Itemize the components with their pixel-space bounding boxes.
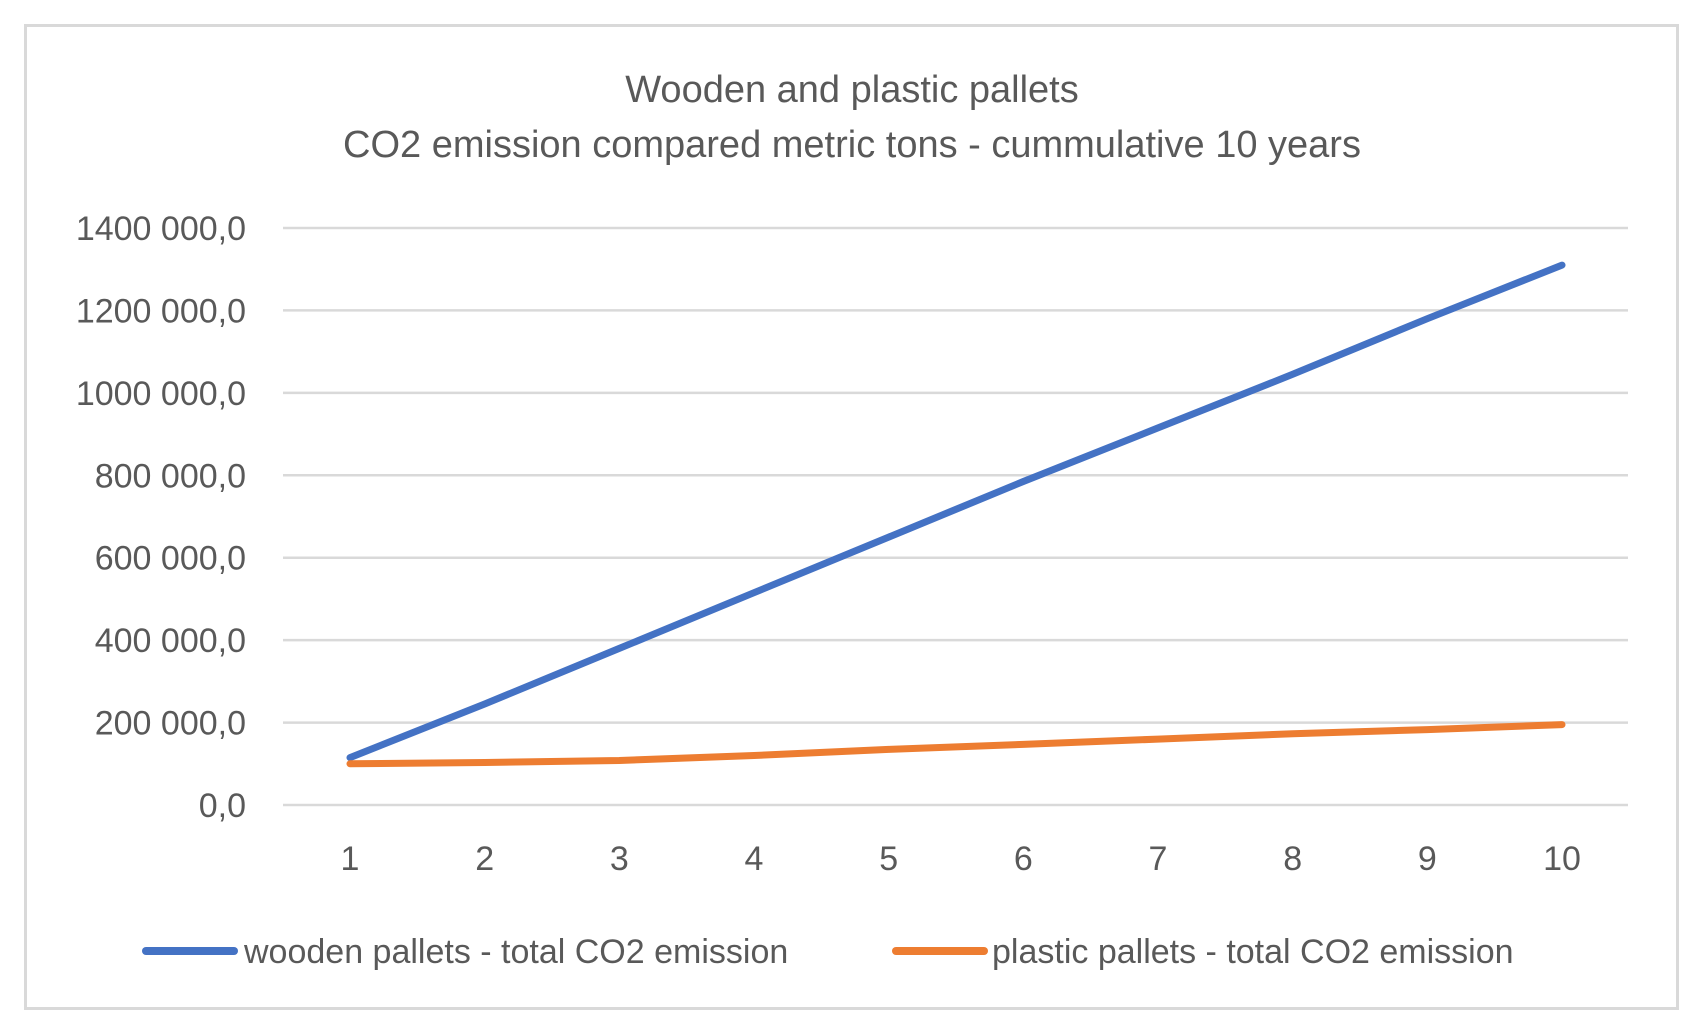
y-tick-label: 1200 000,0: [76, 292, 246, 330]
x-tick-label: 4: [745, 840, 764, 878]
x-tick-label: 3: [610, 840, 629, 878]
y-tick-label: 800 000,0: [95, 457, 246, 495]
y-tick-label: 1400 000,0: [76, 210, 246, 248]
series-line-wooden-pallets: [346, 261, 1566, 762]
legend: wooden pallets - total CO2 emission plast…: [142, 933, 1514, 971]
x-tick-label: 2: [475, 840, 494, 878]
x-tick-label: 9: [1418, 840, 1437, 878]
series-line-plastic-pallets: [346, 721, 1566, 768]
x-tick-label: 10: [1543, 840, 1581, 878]
legend-label: wooden pallets - total CO2 emission: [243, 933, 788, 971]
y-tick-label: 0,0: [199, 787, 246, 825]
chart-title: Wooden and plastic pallets CO2 emission …: [343, 69, 1361, 166]
series-lines: [346, 261, 1566, 768]
y-axis-tick-labels: 0,0 200 000,0 400 000,0 600 000,0 800 000,0 1…: [76, 210, 246, 825]
chart-title-line-1: Wooden and plastic pallets: [625, 69, 1078, 111]
x-tick-label: 6: [1014, 840, 1033, 878]
x-tick-label: 8: [1283, 840, 1302, 878]
y-tick-label: 600 000,0: [95, 540, 246, 578]
x-axis-tick-labels: 1 2 3 4 5 6 7 8 9 10: [341, 840, 1581, 878]
y-tick-label: 1000 000,0: [76, 375, 246, 413]
chart-title-line-2: CO2 emission compared metric tons - cumm…: [343, 124, 1361, 166]
x-tick-label: 5: [879, 840, 898, 878]
y-tick-label: 400 000,0: [95, 622, 246, 660]
x-tick-label: 7: [1149, 840, 1168, 878]
x-tick-label: 1: [341, 840, 360, 878]
chart-frame: [24, 24, 1679, 1010]
y-tick-label: 200 000,0: [95, 705, 246, 743]
legend-label: plastic pallets - total CO2 emission: [992, 933, 1514, 971]
gridlines: [283, 226, 1628, 807]
